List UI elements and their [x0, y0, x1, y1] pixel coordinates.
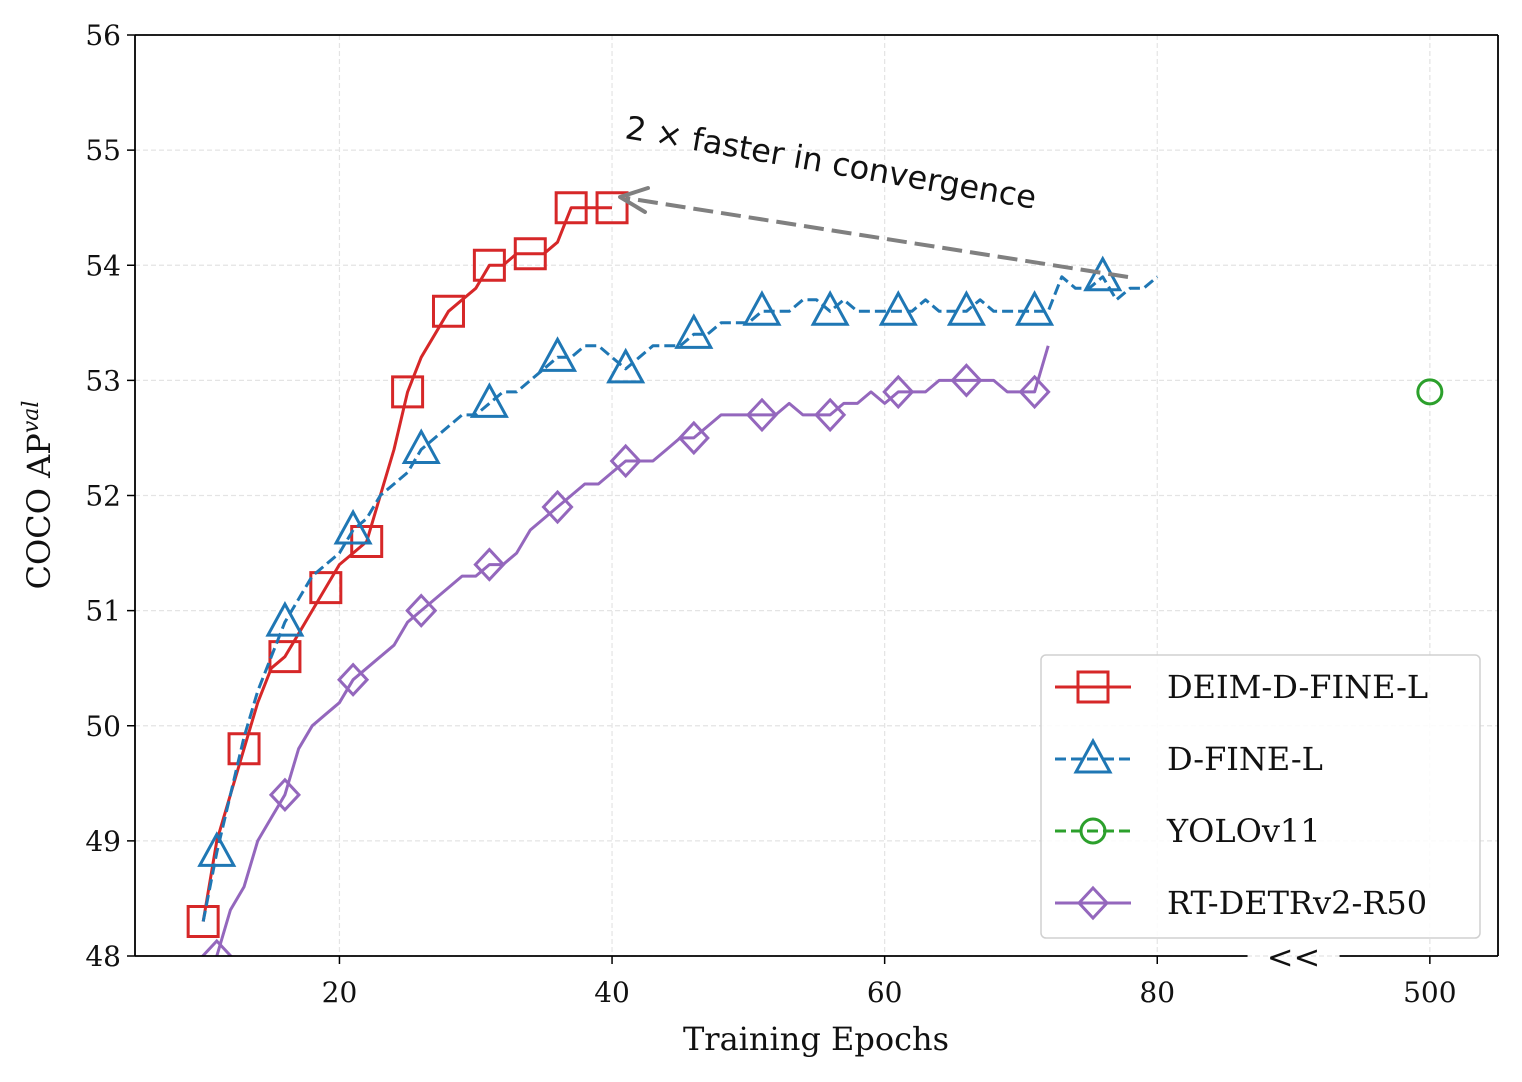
- x-tick-label: 60: [867, 976, 903, 1009]
- marker: [677, 420, 710, 456]
- marker: [200, 938, 233, 956]
- legend-marker: [1076, 885, 1110, 921]
- legend: DEIM-D-FINE-L D-FINE-L YOLOv11 RT-DETRv2-R5…: [1040, 654, 1481, 939]
- marker: [268, 777, 301, 813]
- y-tick-label: 56: [85, 19, 121, 52]
- y-tick-label: 50: [85, 710, 121, 743]
- x-axis-label: Training Epochs: [683, 1020, 949, 1058]
- marker: [946, 290, 986, 326]
- marker: [537, 336, 578, 372]
- marker: [268, 640, 302, 674]
- axis-break: <<: [1267, 938, 1321, 976]
- x-tick-label: 40: [594, 976, 630, 1009]
- y-tick-label: 53: [85, 364, 121, 397]
- marker: [606, 347, 646, 384]
- marker: [431, 294, 465, 328]
- marker: [554, 191, 588, 225]
- marker: [882, 374, 915, 410]
- marker: [405, 593, 438, 628]
- marker: [333, 508, 373, 545]
- y-axis-label-sup: val: [19, 401, 44, 434]
- legend-label: YOLOv11: [1166, 812, 1321, 850]
- marker: [595, 191, 629, 225]
- y-tick-label: 54: [85, 249, 121, 282]
- y-axis-label-main: COCO AP: [20, 433, 58, 589]
- y-tick-label: 49: [85, 825, 121, 858]
- y-tick-label: 48: [85, 940, 121, 973]
- annotation-arrowhead: [618, 186, 650, 214]
- marker: [541, 489, 574, 525]
- marker: [742, 290, 782, 326]
- marker: [1015, 290, 1055, 326]
- legend-label: RT-DETRv2-R50: [1167, 884, 1427, 922]
- legend-box: [1040, 654, 1481, 939]
- legend-marker: [1073, 737, 1113, 774]
- marker: [878, 290, 918, 326]
- marker: [391, 375, 425, 409]
- marker: [513, 237, 547, 271]
- legend-marker: [1076, 670, 1110, 704]
- annotation-arrow: [625, 196, 1129, 279]
- y-tick-label: 55: [85, 134, 121, 167]
- marker: [186, 904, 220, 938]
- marker: [309, 571, 343, 605]
- marker: [745, 397, 779, 433]
- marker: [401, 428, 441, 464]
- x-tick-label: 80: [1139, 976, 1175, 1009]
- marker: [950, 363, 983, 398]
- x-tick-label: 20: [322, 976, 358, 1009]
- legend-label: D-FINE-L: [1167, 740, 1323, 778]
- legend-marker: [1079, 817, 1107, 845]
- marker: [350, 525, 384, 559]
- marker: [197, 831, 237, 867]
- marker: [473, 547, 506, 582]
- marker: [609, 443, 642, 479]
- legend-label: DEIM-D-FINE-L: [1167, 668, 1428, 706]
- y-axis-label: COCO APval: [19, 401, 58, 590]
- marker: [469, 382, 509, 418]
- series-line: [201, 275, 1159, 922]
- marker: [814, 397, 847, 433]
- series-line: [215, 345, 1050, 956]
- x-tick-label: 500: [1403, 976, 1456, 1009]
- marker: [810, 290, 850, 326]
- marker: [472, 248, 506, 282]
- marker: [1018, 374, 1051, 410]
- marker: [337, 662, 370, 697]
- marker: [265, 601, 305, 637]
- y-tick-label: 51: [85, 595, 121, 628]
- marker: [674, 313, 714, 349]
- y-tick-label: 52: [85, 480, 121, 513]
- marker: [1416, 378, 1444, 406]
- marker: [227, 732, 261, 766]
- frame: 48 49 50 51 52 53 54 55 56 20 40 60 80 500 <<: [85, 19, 1499, 1009]
